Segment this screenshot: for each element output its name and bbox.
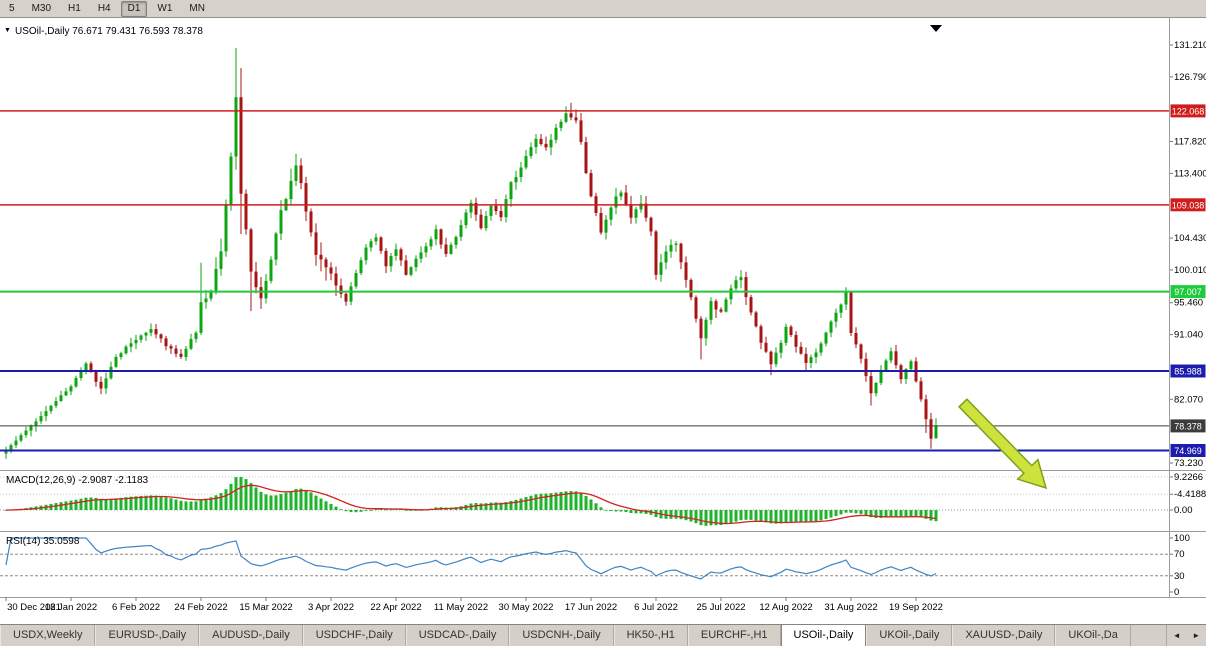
timeframe-button-w1[interactable]: W1 — [157, 2, 173, 14]
svg-text:113.400: 113.400 — [1174, 168, 1206, 179]
chart-tab-eurusd-daily[interactable]: EURUSD-,Daily — [95, 625, 200, 646]
svg-text:74.969: 74.969 — [1174, 446, 1202, 456]
svg-text:0: 0 — [1174, 587, 1179, 598]
svg-text:31 Aug 2022: 31 Aug 2022 — [824, 602, 877, 613]
chart-tab-usdcnh-daily[interactable]: USDCNH-,Daily — [509, 625, 614, 646]
svg-text:17 Jun 2022: 17 Jun 2022 — [565, 602, 617, 613]
chart-window[interactable]: 131.210 126.790 117.820 113.400 104.430 100.0… — [0, 18, 1206, 624]
svg-text:126.790: 126.790 — [1174, 72, 1206, 83]
chart-corner-marker-icon: ▼ — [4, 27, 11, 34]
chart-shift-marker-icon[interactable] — [930, 25, 942, 32]
svg-text:30: 30 — [1174, 571, 1185, 582]
svg-text:25 Jul 2022: 25 Jul 2022 — [696, 602, 745, 613]
price-axis: 131.210 126.790 117.820 113.400 104.430 100.0… — [1170, 40, 1206, 469]
svg-text:109.038: 109.038 — [1172, 200, 1205, 210]
price-label-78.378 — [1170, 419, 1206, 433]
timeframe-button-m30[interactable]: M30 — [31, 2, 52, 14]
chart-tabbar: USDX,Weekly EURUSD-,Daily AUDUSD-,Daily USD… — [0, 624, 1206, 646]
svg-text:95.460: 95.460 — [1174, 298, 1203, 309]
price-chart[interactable]: 131.210 126.790 117.820 113.400 104.430 100.0… — [0, 18, 1206, 624]
chart-tab-usdcad-daily[interactable]: USDCAD-,Daily — [405, 625, 510, 646]
timeframe-button-h4[interactable]: H4 — [97, 2, 111, 14]
price-label-109.038 — [1170, 198, 1206, 212]
svg-text:78.378: 78.378 — [1174, 421, 1202, 431]
timeframe-button-mn[interactable]: MN — [189, 2, 205, 14]
timeframe-toolbar: 5 M30 H1 H4 D1 W1 MN — [0, 0, 1206, 18]
svg-text:122.068: 122.068 — [1172, 106, 1205, 116]
svg-text:19 Sep 2022: 19 Sep 2022 — [889, 602, 943, 613]
svg-text:91.040: 91.040 — [1174, 330, 1203, 341]
svg-text:6 Jul 2022: 6 Jul 2022 — [634, 602, 678, 613]
svg-text:9.2266: 9.2266 — [1174, 472, 1203, 483]
level-lines — [0, 110, 1169, 452]
chart-tab-usdx-weekly[interactable]: USDX,Weekly — [0, 625, 96, 646]
rsi-axis: 100 70 30 0 — [1170, 533, 1190, 598]
chart-tab-ukoil-da[interactable]: UKOil-,Da — [1055, 625, 1131, 646]
timeframe-button-5[interactable]: 5 — [9, 2, 15, 14]
rsi-line — [5, 537, 937, 580]
svg-text:18 Jan 2022: 18 Jan 2022 — [45, 602, 97, 613]
chart-tab-xauusd-daily[interactable]: XAUUSD-,Daily — [952, 625, 1056, 646]
svg-text:100: 100 — [1174, 533, 1190, 544]
svg-text:117.820: 117.820 — [1174, 137, 1206, 148]
rsi-indicator-label: RSI(14) 35.0598 — [6, 536, 80, 547]
chart-tab-audusd-daily[interactable]: AUDUSD-,Daily — [199, 625, 303, 646]
panel-separators — [0, 18, 1206, 598]
chart-tab-ukoil-daily[interactable]: UKOil-,Daily — [866, 625, 953, 646]
svg-text:100.010: 100.010 — [1174, 265, 1206, 276]
svg-text:97.007: 97.007 — [1174, 287, 1202, 297]
price-label-97.007 — [1170, 285, 1206, 299]
timeframe-button-h1[interactable]: H1 — [68, 2, 81, 14]
svg-text:3 Apr 2022: 3 Apr 2022 — [308, 602, 354, 613]
tab-scroll-controls: ◄ ► — [1166, 625, 1206, 646]
svg-text:82.070: 82.070 — [1174, 394, 1203, 405]
macd-indicator-label: MACD(12,26,9) -2.9087 -2.1183 — [6, 475, 149, 486]
macd-axis: 9.2266 0.00 -4.4188 — [1170, 472, 1206, 516]
svg-text:73.230: 73.230 — [1174, 458, 1203, 469]
tab-scroll-left-button[interactable]: ◄ — [1172, 631, 1181, 640]
svg-text:11 May 2022: 11 May 2022 — [434, 602, 488, 613]
svg-text:30 Dec 2021: 30 Dec 2021 — [7, 602, 61, 613]
tab-scroll-right-button[interactable]: ► — [1192, 631, 1201, 640]
price-label-74.969 — [1170, 444, 1206, 457]
svg-text:85.988: 85.988 — [1174, 367, 1202, 377]
chart-title-ohlc: USOil-,Daily 76.671 79.431 76.593 78.378 — [15, 26, 203, 37]
macd-signal-line — [6, 484, 937, 525]
candlestick-series — [4, 48, 938, 459]
timeframe-button-d1[interactable]: D1 — [120, 0, 148, 17]
svg-text:104.430: 104.430 — [1174, 233, 1206, 244]
svg-text:12 Aug 2022: 12 Aug 2022 — [759, 602, 812, 613]
svg-text:15 Mar 2022: 15 Mar 2022 — [239, 602, 292, 613]
price-label-122.068 — [1170, 104, 1206, 118]
chart-tab-eurchf-h1[interactable]: EURCHF-,H1 — [687, 625, 781, 646]
chart-tab-usoil-daily[interactable]: USOil-,Daily — [780, 625, 867, 646]
svg-text:24 Feb 2022: 24 Feb 2022 — [174, 602, 227, 613]
svg-text:6 Feb 2022: 6 Feb 2022 — [112, 602, 160, 613]
svg-text:22 Apr 2022: 22 Apr 2022 — [370, 602, 421, 613]
trend-arrow-annotation[interactable] — [958, 398, 1048, 490]
svg-text:-4.4188: -4.4188 — [1174, 489, 1206, 500]
svg-text:70: 70 — [1174, 549, 1185, 560]
price-label-85.988 — [1170, 364, 1206, 378]
rsi-grid — [0, 553, 1169, 577]
chart-tab-hk50-h1[interactable]: HK50-,H1 — [613, 625, 688, 646]
svg-text:131.210: 131.210 — [1174, 40, 1206, 51]
svg-text:0.00: 0.00 — [1174, 505, 1193, 516]
chart-tab-usdchf-daily[interactable]: USDCHF-,Daily — [302, 625, 406, 646]
svg-text:30 May 2022: 30 May 2022 — [499, 602, 554, 613]
